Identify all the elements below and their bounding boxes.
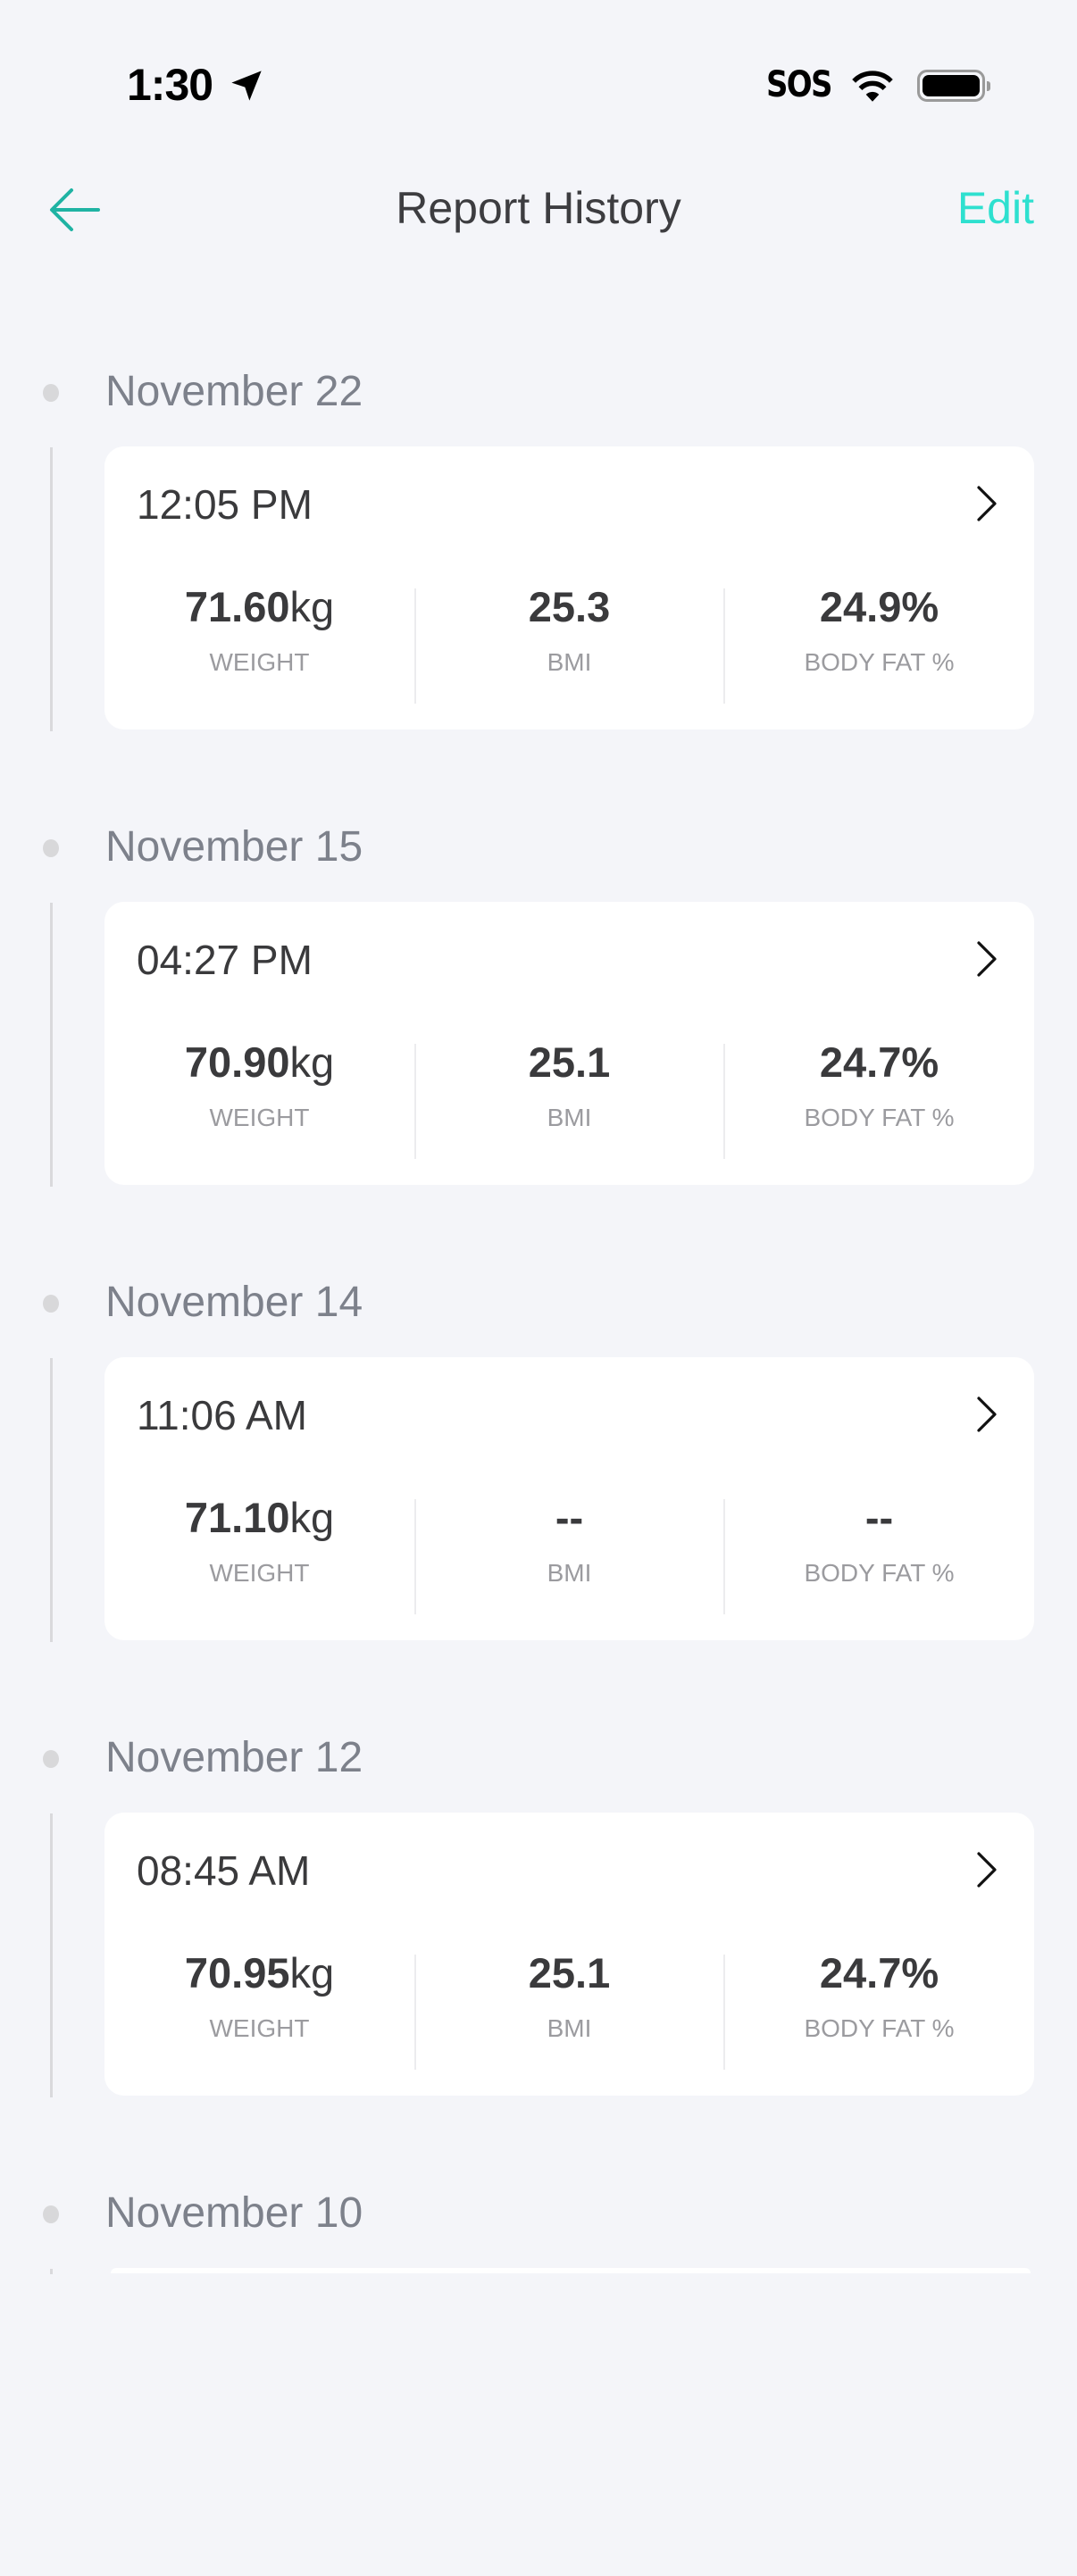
weight-metric: 71.60kg WEIGHT	[104, 582, 414, 677]
timeline-dot	[43, 2205, 59, 2223]
timeline-line	[50, 903, 53, 1187]
date-heading: November 14	[105, 1279, 363, 1326]
bmi-label: BMI	[547, 2014, 592, 2042]
report-time: 12:05 PM	[137, 481, 313, 528]
weight-label: WEIGHT	[209, 2014, 310, 2042]
bmi-metric: 25.1 BMI	[414, 1948, 724, 2043]
weight-unit: kg	[289, 1949, 335, 1997]
body-fat-label: BODY FAT %	[804, 1104, 955, 1131]
divider	[414, 588, 416, 704]
body-fat-label: BODY FAT %	[804, 2014, 955, 2042]
weight-metric: 71.10kg WEIGHT	[104, 1493, 414, 1588]
body-fat-value: --	[864, 1494, 894, 1541]
report-day-section: November 10	[0, 2121, 1077, 2576]
body-fat-label: BODY FAT %	[804, 1559, 955, 1587]
weight-value: 71.60kg	[104, 582, 414, 632]
status-bar: 1:30 SOS	[0, 0, 1077, 179]
wifi-icon	[852, 71, 893, 102]
date-heading: November 22	[105, 368, 363, 415]
body-fat-metric: 24.7% BODY FAT %	[724, 1038, 1034, 1132]
divider	[414, 1044, 416, 1159]
timeline-line	[50, 2269, 53, 2274]
timeline-line	[50, 447, 53, 731]
report-card[interactable]: 12:05 PM 71.60kg WEIGHT 25.3 BMI 24.9% B…	[104, 446, 1034, 729]
report-time: 04:27 PM	[137, 937, 313, 983]
bmi-value: --	[555, 1494, 584, 1541]
weight-label: WEIGHT	[209, 1559, 310, 1587]
divider	[723, 588, 725, 704]
body-fat-metric: 24.7% BODY FAT %	[724, 1948, 1034, 2043]
body-fat-value: 24.7%	[819, 1949, 939, 1997]
body-fat-value: 24.7%	[819, 1038, 939, 1086]
body-fat-metric: -- BODY FAT %	[724, 1493, 1034, 1588]
body-fat-value: 24.9%	[819, 583, 939, 630]
bmi-value: 25.3	[528, 583, 611, 630]
weight-metric: 70.95kg WEIGHT	[104, 1948, 414, 2043]
body-fat-metric: 24.9% BODY FAT %	[724, 582, 1034, 677]
weight-value: 70.90kg	[104, 1038, 414, 1088]
weight-number: 71.10	[184, 1494, 290, 1541]
report-time: 08:45 AM	[137, 1847, 311, 1894]
bmi-label: BMI	[547, 648, 592, 676]
divider	[723, 1499, 725, 1614]
timeline-dot	[43, 1750, 59, 1768]
divider	[723, 1044, 725, 1159]
bmi-metric: -- BMI	[414, 1493, 724, 1588]
weight-unit: kg	[289, 1038, 335, 1086]
date-heading: November 15	[105, 823, 363, 871]
bmi-metric: 25.3 BMI	[414, 582, 724, 677]
chevron-right-icon	[977, 1396, 997, 1432]
report-card[interactable]: 11:06 AM 71.10kg WEIGHT -- BMI -- BODY F…	[104, 1357, 1034, 1640]
weight-unit: kg	[289, 1494, 335, 1541]
timeline-line	[50, 1813, 53, 2097]
report-day-section: November 15 04:27 PM 70.90kg WEIGHT 25.1…	[0, 754, 1077, 1210]
battery-icon	[917, 70, 990, 102]
report-card[interactable]: 08:45 AM 70.95kg WEIGHT 25.1 BMI 24.7% B…	[104, 1813, 1034, 2096]
report-card[interactable]: 04:27 PM 70.90kg WEIGHT 25.1 BMI 24.7% B…	[104, 902, 1034, 1185]
weight-value: 71.10kg	[104, 1493, 414, 1543]
weight-label: WEIGHT	[209, 1104, 310, 1131]
bmi-label: BMI	[547, 1104, 592, 1131]
back-button[interactable]	[46, 181, 104, 238]
timeline-dot	[43, 384, 59, 402]
report-day-section: November 22 12:05 PM 71.60kg WEIGHT 25.3…	[0, 299, 1077, 754]
report-day-section: November 12 08:45 AM 70.95kg WEIGHT 25.1…	[0, 1665, 1077, 2121]
status-time: 1:30	[127, 60, 213, 110]
bmi-value: 25.1	[528, 1949, 611, 1997]
sos-indicator: SOS	[766, 64, 832, 105]
weight-label: WEIGHT	[209, 648, 310, 676]
weight-unit: kg	[289, 583, 335, 630]
bmi-metric: 25.1 BMI	[414, 1038, 724, 1132]
weight-number: 70.90	[184, 1038, 290, 1086]
chevron-right-icon	[977, 941, 997, 977]
weight-number: 70.95	[184, 1949, 290, 1997]
chevron-right-icon	[977, 486, 997, 521]
bmi-label: BMI	[547, 1559, 592, 1587]
divider	[723, 1955, 725, 2070]
divider	[414, 1499, 416, 1614]
bmi-value: 25.1	[528, 1038, 611, 1086]
report-card-partial[interactable]	[111, 2268, 1031, 2273]
weight-value: 70.95kg	[104, 1948, 414, 1998]
report-time: 11:06 AM	[137, 1392, 307, 1438]
date-heading: November 12	[105, 1734, 363, 1781]
timeline-dot	[43, 1295, 59, 1313]
timeline-dot	[43, 839, 59, 857]
date-heading: November 10	[105, 2189, 363, 2237]
edit-button[interactable]: Edit	[956, 183, 1034, 233]
divider	[414, 1955, 416, 2070]
weight-metric: 70.90kg WEIGHT	[104, 1038, 414, 1132]
chevron-right-icon	[977, 1852, 997, 1888]
report-day-section: November 14 11:06 AM 71.10kg WEIGHT -- B…	[0, 1210, 1077, 1665]
weight-number: 71.60	[184, 583, 290, 630]
location-arrow-icon	[231, 71, 262, 101]
timeline-line	[50, 1358, 53, 1642]
page-title: Report History	[396, 183, 681, 233]
body-fat-label: BODY FAT %	[804, 648, 955, 676]
